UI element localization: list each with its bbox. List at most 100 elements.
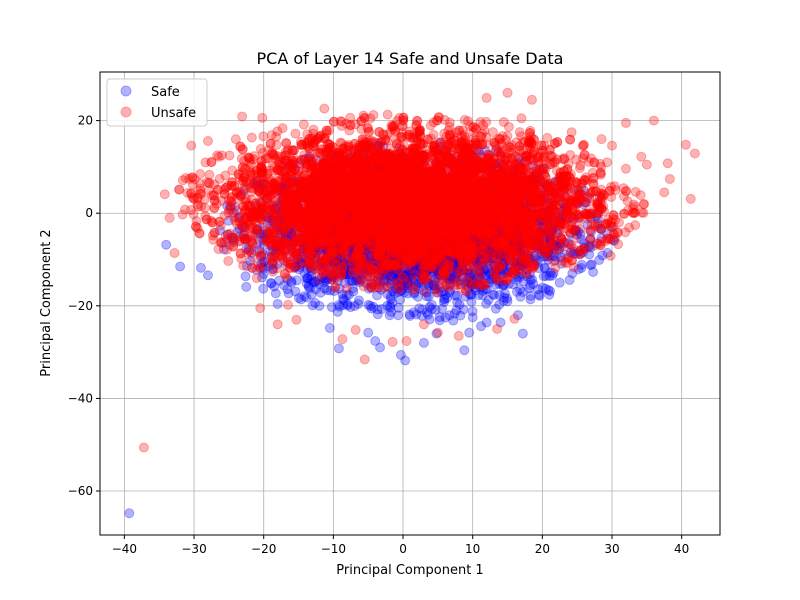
data-point — [443, 216, 454, 227]
data-point — [418, 337, 429, 348]
data-point — [533, 289, 544, 300]
data-point — [354, 159, 365, 170]
data-point — [405, 311, 415, 322]
data-point — [378, 269, 389, 280]
data-point — [384, 265, 395, 276]
data-point — [427, 235, 438, 246]
data-point — [485, 222, 496, 233]
data-point — [294, 188, 305, 199]
data-point — [452, 236, 463, 247]
data-point — [448, 315, 459, 326]
data-point — [385, 190, 396, 201]
data-point — [511, 286, 522, 297]
data-point — [427, 207, 438, 218]
data-point — [202, 270, 213, 281]
data-point — [381, 214, 392, 225]
data-point — [372, 304, 383, 315]
data-point — [597, 250, 608, 261]
data-point — [466, 215, 477, 226]
data-point — [527, 174, 538, 185]
data-point — [497, 195, 508, 206]
data-point — [283, 288, 294, 299]
data-point — [320, 216, 331, 227]
data-point — [366, 267, 377, 278]
data-point — [523, 253, 534, 264]
data-point — [441, 203, 452, 214]
data-point — [324, 252, 335, 263]
data-point — [403, 205, 414, 216]
data-point — [383, 156, 394, 167]
data-point — [416, 212, 427, 223]
data-point — [547, 215, 558, 226]
data-point — [365, 250, 376, 261]
data-point — [410, 265, 421, 276]
data-point — [278, 217, 289, 228]
data-point — [258, 283, 269, 294]
data-point — [465, 200, 476, 211]
data-point — [412, 191, 423, 202]
data-point — [340, 198, 351, 209]
data-point — [574, 246, 585, 257]
data-point — [503, 239, 514, 250]
data-point — [511, 256, 522, 267]
data-point — [554, 277, 565, 288]
data-point — [538, 271, 549, 282]
data-point — [266, 278, 277, 289]
data-point — [473, 272, 484, 283]
data-point — [464, 327, 475, 338]
data-point — [528, 279, 539, 290]
data-point — [319, 174, 330, 185]
data-point — [410, 279, 421, 290]
data-point — [466, 296, 477, 307]
data-point — [502, 230, 513, 241]
data-point — [419, 212, 430, 223]
data-point — [393, 310, 404, 321]
data-point — [388, 193, 399, 204]
data-point — [523, 229, 534, 240]
data-point — [388, 217, 399, 228]
data-point — [378, 210, 389, 221]
data-point — [339, 268, 350, 279]
data-point — [254, 245, 265, 256]
data-point — [474, 250, 485, 261]
data-point — [406, 168, 417, 179]
data-point — [489, 290, 500, 301]
data-point — [357, 194, 368, 205]
data-point — [431, 200, 442, 211]
data-point — [319, 273, 330, 284]
data-point — [487, 206, 498, 217]
data-point — [477, 250, 488, 261]
data-point — [484, 234, 495, 245]
data-point — [544, 289, 555, 300]
data-point — [525, 294, 536, 305]
data-point — [495, 199, 506, 210]
data-point — [240, 271, 251, 282]
data-point — [461, 173, 472, 184]
data-point — [400, 355, 411, 366]
data-point — [361, 204, 372, 215]
data-point — [287, 239, 298, 250]
data-point — [241, 281, 252, 292]
data-point — [196, 262, 207, 273]
data-point — [348, 247, 359, 258]
data-point — [367, 212, 378, 223]
data-point — [441, 240, 452, 251]
data-point — [588, 266, 599, 277]
data-point — [428, 259, 439, 270]
data-point — [460, 204, 471, 215]
data-point — [420, 168, 431, 179]
data-point — [426, 299, 437, 310]
data-point — [368, 174, 379, 185]
data-point — [345, 302, 356, 313]
data-point — [324, 323, 335, 334]
data-point — [442, 190, 453, 201]
data-point — [473, 290, 484, 301]
data-point — [390, 270, 401, 281]
data-point — [333, 343, 344, 354]
data-point — [270, 288, 281, 299]
data-point — [398, 244, 409, 255]
data-point — [437, 303, 448, 314]
data-point — [502, 296, 513, 307]
data-point — [394, 222, 405, 233]
